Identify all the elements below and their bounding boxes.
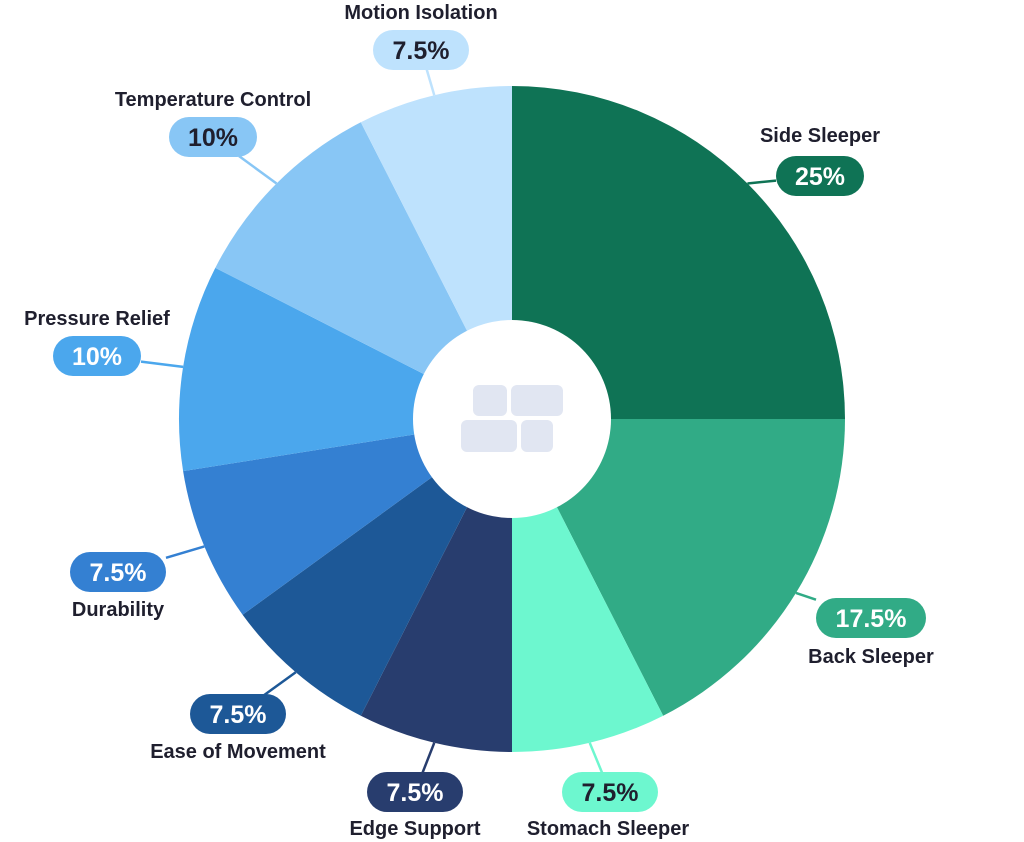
leader-line — [263, 671, 297, 697]
leader-line — [588, 742, 604, 774]
value-label: 7.5% — [90, 559, 147, 587]
value-label: 10% — [72, 343, 122, 371]
pie-slice-temperature-control — [215, 122, 512, 419]
bed-mattress-icon-part — [511, 385, 563, 416]
value-pill — [816, 598, 926, 638]
pie-slice-ease-of-movement — [242, 419, 512, 716]
category-label: Motion Isolation — [344, 2, 497, 24]
value-pill — [367, 772, 463, 812]
leader-line — [425, 68, 436, 96]
category-label: Pressure Relief — [24, 308, 170, 330]
leader-line — [747, 179, 777, 185]
category-label: Ease of Movement — [150, 741, 326, 763]
value-label: 7.5% — [210, 701, 267, 729]
value-label: 17.5% — [836, 605, 907, 633]
pie-slice-side-sleeper — [512, 86, 845, 419]
leader-line — [140, 360, 184, 369]
category-label: Side Sleeper — [760, 125, 880, 147]
value-pill — [776, 156, 864, 196]
leader-line — [795, 591, 817, 601]
value-label: 25% — [795, 163, 845, 191]
value-pill — [53, 336, 141, 376]
value-label: 10% — [188, 124, 238, 152]
category-label: Edge Support — [349, 818, 480, 840]
pie-slice-back-sleeper — [512, 419, 845, 716]
value-label: 7.5% — [582, 779, 639, 807]
value-pill — [70, 552, 166, 592]
bed-mattress-icon-part — [521, 420, 553, 452]
bed-mattress-icon-part — [473, 385, 507, 416]
slice-labels: 25% Side Sleeper 17.5% Back Sleeper 7.5% Stom… — [24, 2, 934, 840]
bed-mattress-icon-part — [461, 420, 517, 452]
category-label: Stomach Sleeper — [527, 818, 690, 840]
leader-line — [421, 742, 436, 774]
category-label: Temperature Control — [115, 89, 311, 111]
value-pill — [373, 30, 469, 70]
value-label: 7.5% — [387, 779, 444, 807]
category-label: Back Sleeper — [808, 646, 934, 668]
bed-mattress-icon — [461, 385, 563, 452]
value-pill — [169, 117, 257, 157]
center-hole — [413, 320, 611, 518]
category-label: Durability — [72, 599, 165, 621]
value-label: 7.5% — [393, 37, 450, 65]
leader-lines — [140, 68, 817, 774]
value-pill — [190, 694, 286, 734]
leader-line — [238, 154, 278, 185]
value-pill — [562, 772, 658, 812]
leader-line — [165, 545, 205, 559]
center-hole-circle — [413, 320, 611, 518]
